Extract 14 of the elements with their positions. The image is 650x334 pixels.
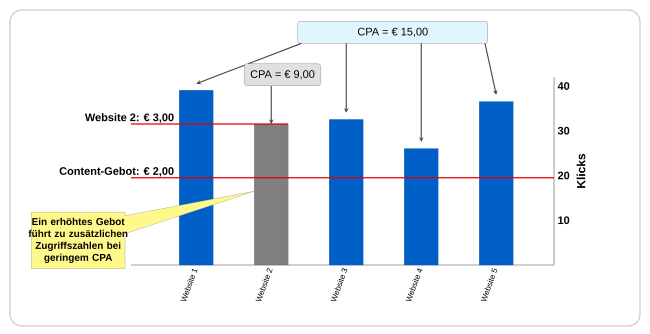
text: Ein erhöhtes Gebot führt zu zusätzlichen Zugriffszahlen bei geringem CPA xyxy=(28,218,128,263)
text: CPA = € 15,00 xyxy=(358,28,428,37)
y-tick-label: 40 xyxy=(558,82,570,90)
bar xyxy=(179,90,214,266)
y-tick-label: 30 xyxy=(558,126,570,135)
bar xyxy=(329,119,364,266)
annotation: CPA = € 9,00 xyxy=(250,70,314,80)
y-tick-label: 20 xyxy=(558,172,570,180)
bar xyxy=(404,148,438,266)
ref-line-label: Content-Gebot: € 2,00 xyxy=(60,166,174,177)
y-tick-label: 10 xyxy=(558,216,570,224)
ref-line-label: Website 2: € 3,00 xyxy=(84,113,174,123)
bar xyxy=(479,101,514,266)
y-axis-title: Klicks xyxy=(576,154,586,188)
